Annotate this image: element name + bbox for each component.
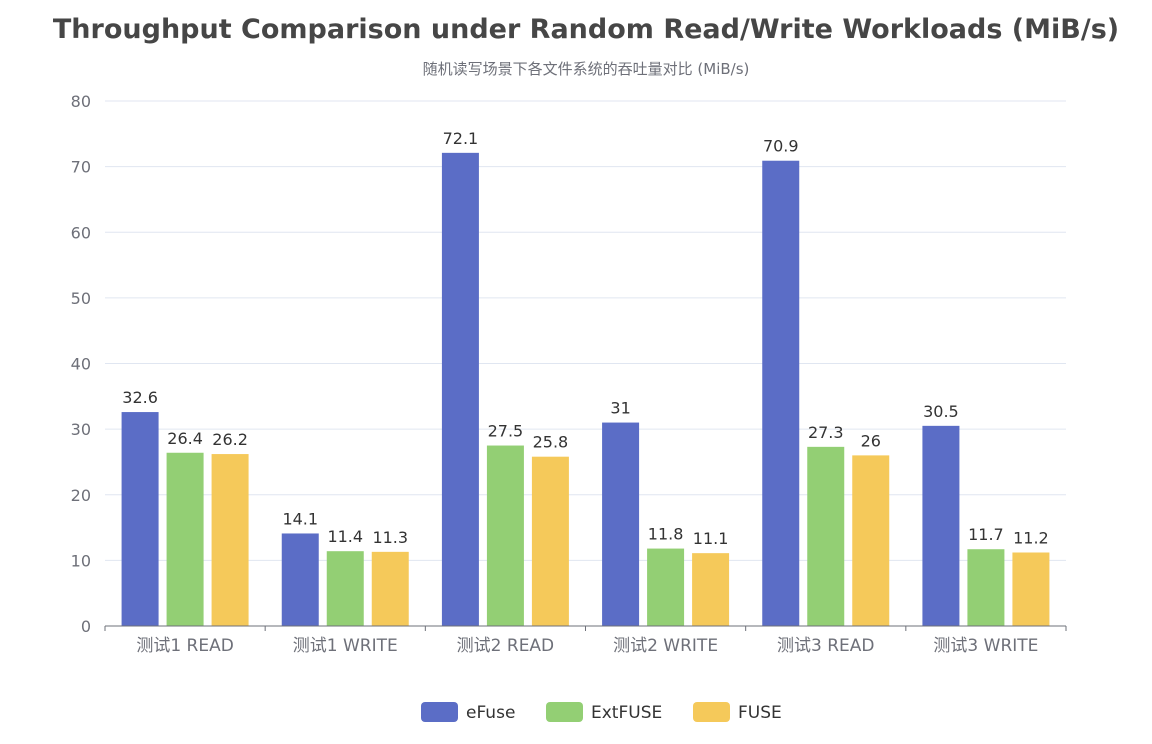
bar <box>166 452 204 626</box>
data-label: 11.2 <box>1013 529 1049 548</box>
legend-swatch <box>693 702 730 722</box>
bar <box>281 533 319 626</box>
data-label: 11.8 <box>648 525 684 544</box>
bar <box>371 551 409 626</box>
data-label: 31 <box>610 399 630 418</box>
data-labels: 32.6 14.1 72.1 31 70.9 30.5 26.4 11.4 27.5 11.8 27… <box>122 129 1048 548</box>
bar <box>486 445 524 626</box>
data-label: 27.5 <box>488 422 524 441</box>
chart-subtitle: 随机读写场景下各文件系统的吞吐量对比 (MiB/s) <box>423 60 750 78</box>
grid-lines <box>105 100 1066 561</box>
data-label: 70.9 <box>763 137 799 156</box>
chart-title: Throughput Comparison under Random Read/… <box>53 14 1119 45</box>
x-axis: 测试1 READ 测试1 WRITE 测试2 READ 测试2 WRITE 测试3 RE… <box>104 625 1067 656</box>
y-tick-label: 0 <box>81 617 91 636</box>
x-category-label: 测试2 READ <box>457 636 555 656</box>
data-label: 30.5 <box>923 402 959 421</box>
x-category-label: 测试1 WRITE <box>293 636 398 656</box>
bar <box>807 446 845 626</box>
data-label: 11.1 <box>693 529 729 548</box>
data-label: 25.8 <box>533 433 569 452</box>
y-tick-label: 50 <box>71 289 91 308</box>
legend-label: FUSE <box>738 703 782 723</box>
bar <box>121 412 159 626</box>
data-label: 72.1 <box>443 129 479 148</box>
data-label: 26.4 <box>167 429 203 448</box>
legend-swatch <box>546 702 583 722</box>
data-label: 11.4 <box>327 527 363 546</box>
bar <box>647 548 685 626</box>
legend-item[interactable]: ExtFUSE <box>546 702 662 723</box>
x-category-label: 测试1 READ <box>136 636 234 656</box>
y-tick-label: 10 <box>71 551 91 570</box>
y-tick-label: 30 <box>71 420 91 439</box>
y-tick-label: 70 <box>71 158 91 177</box>
y-tick-label: 20 <box>71 486 91 505</box>
legend-label: eFuse <box>466 703 515 723</box>
data-label: 26 <box>861 431 881 450</box>
legend-item[interactable]: FUSE <box>693 702 782 723</box>
bar <box>326 551 364 626</box>
bar <box>692 553 730 626</box>
bar <box>602 422 640 626</box>
data-label: 11.7 <box>968 525 1004 544</box>
legend-item[interactable]: eFuse <box>421 702 515 723</box>
y-tick-label: 60 <box>71 223 91 242</box>
x-category-label: 测试2 WRITE <box>613 636 718 656</box>
bar <box>211 454 249 626</box>
y-tick-label: 40 <box>71 355 91 374</box>
bar <box>762 160 800 626</box>
data-label: 26.2 <box>212 430 248 449</box>
bar <box>1012 552 1050 626</box>
bar <box>967 549 1005 626</box>
legend: eFuse ExtFUSE FUSE <box>421 702 782 723</box>
bar <box>441 152 479 626</box>
legend-swatch <box>421 702 458 722</box>
y-tick-label: 80 <box>71 92 91 111</box>
bar <box>531 456 569 626</box>
data-label: 14.1 <box>282 509 318 528</box>
bar <box>922 425 960 626</box>
bars <box>121 152 1050 626</box>
x-category-label: 测试3 WRITE <box>933 636 1038 656</box>
data-label: 11.3 <box>372 528 408 547</box>
data-label: 32.6 <box>122 388 158 407</box>
y-axis-ticks: 0 10 20 30 40 50 60 70 80 <box>71 92 91 636</box>
x-category-label: 测试3 READ <box>777 636 875 656</box>
bar <box>852 455 890 626</box>
data-label: 27.3 <box>808 423 844 442</box>
legend-label: ExtFUSE <box>591 703 662 723</box>
